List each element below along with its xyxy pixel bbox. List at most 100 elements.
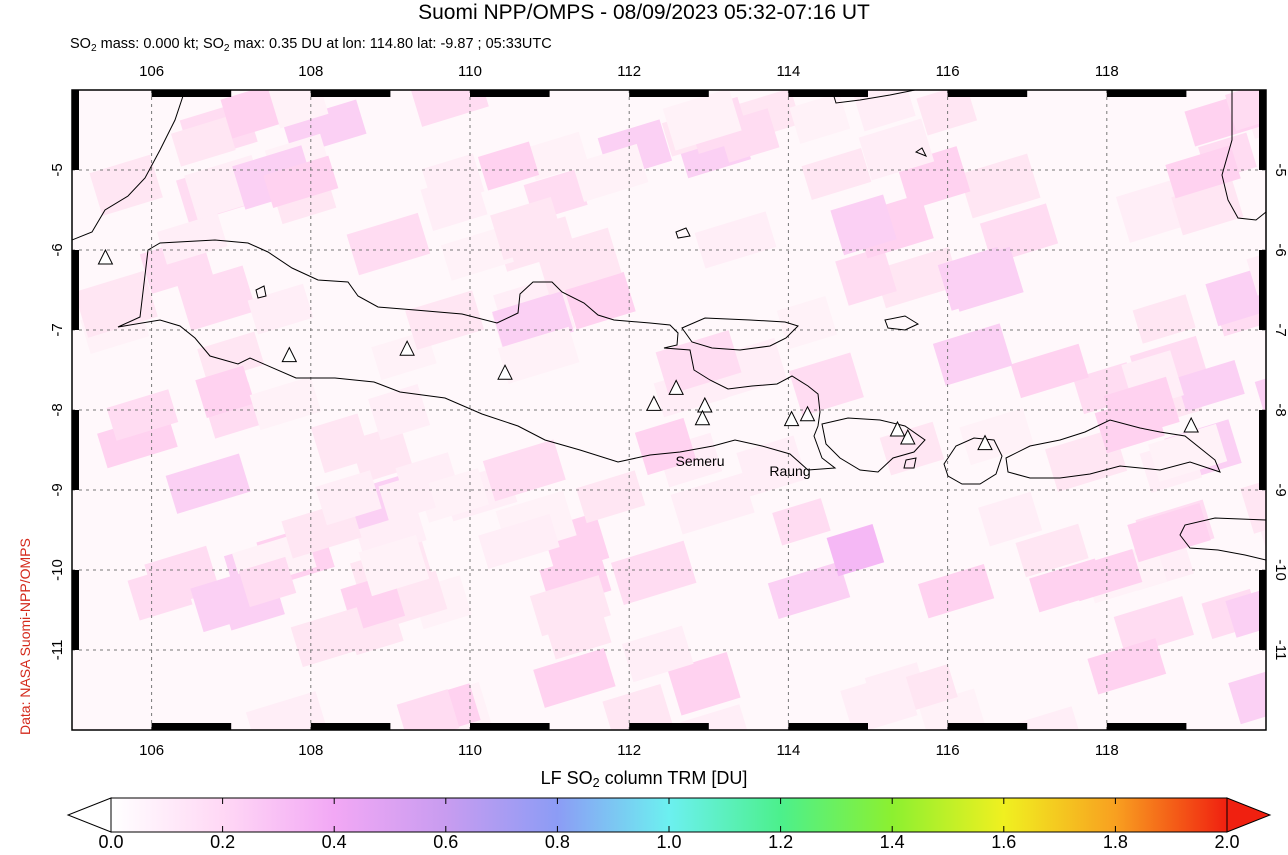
volcano-icon bbox=[1183, 416, 1199, 433]
so2-pixel bbox=[801, 148, 872, 200]
kalimantan-coastline bbox=[831, 90, 1266, 221]
volcano-icon bbox=[399, 340, 415, 356]
so2-pixel bbox=[245, 691, 326, 730]
border-segment bbox=[1106, 723, 1187, 730]
so2-pixel bbox=[932, 323, 1013, 386]
lon-tick-label-bottom: 114 bbox=[776, 742, 800, 759]
so2-pixel bbox=[177, 265, 257, 331]
so2-pixel bbox=[405, 290, 485, 350]
border-segment bbox=[1259, 570, 1266, 650]
so2-pixel bbox=[667, 652, 741, 716]
border-segment bbox=[1259, 410, 1266, 490]
lon-tick-label-bottom: 110 bbox=[458, 742, 482, 759]
so2-pixel bbox=[525, 131, 589, 181]
lat-tick-label-left: -5 bbox=[49, 163, 66, 176]
border-segment bbox=[629, 90, 709, 97]
so2-pixel bbox=[1264, 90, 1266, 140]
so2-pixel bbox=[1015, 523, 1089, 578]
so2-pixel bbox=[268, 90, 329, 129]
so2-pixel bbox=[220, 90, 279, 139]
volcano-icon bbox=[899, 428, 916, 445]
lat-tick-label-right: -8 bbox=[1272, 403, 1288, 416]
so2-pixel bbox=[858, 118, 935, 181]
lon-tick-label-top: 112 bbox=[617, 63, 641, 80]
so2-pixel bbox=[310, 413, 372, 474]
so2-pixel bbox=[1165, 145, 1241, 199]
so2-pixel bbox=[830, 194, 897, 256]
lat-tick-label-left: -11 bbox=[49, 640, 66, 661]
so2-pixel bbox=[564, 271, 636, 330]
lat-tick-label-right: -11 bbox=[1272, 640, 1288, 661]
colorbar-tick-label: 1.8 bbox=[1102, 832, 1128, 852]
so2-pixel bbox=[1228, 662, 1266, 725]
so2-pixel bbox=[1012, 706, 1084, 730]
colorbar-tick-label: 0.0 bbox=[98, 832, 124, 852]
lat-tick-label-left: -10 bbox=[49, 559, 66, 581]
colorbar-tick-label: 2.0 bbox=[1214, 832, 1240, 852]
so2-pixel bbox=[263, 155, 339, 209]
so2-pixel bbox=[368, 383, 431, 441]
lon-tick-label-top: 116 bbox=[936, 63, 960, 80]
volcano-icon bbox=[497, 364, 513, 380]
so2-pixel bbox=[610, 540, 697, 605]
so2-pixel bbox=[959, 408, 1035, 466]
so2-pixel bbox=[165, 453, 251, 514]
volcano-label-semeru: Semeru bbox=[675, 453, 724, 469]
colorbar-tick-label: 0.8 bbox=[544, 832, 570, 852]
so2-pixel bbox=[1029, 558, 1106, 613]
border-segment bbox=[72, 410, 79, 490]
border-segment bbox=[470, 90, 550, 97]
so2-pixel bbox=[1175, 360, 1245, 412]
so2-pixel bbox=[776, 296, 838, 350]
islets bbox=[255, 147, 928, 469]
map-panel: Semeru Raung 106 106 108 108 110 110 112 112 114… bbox=[49, 63, 1288, 759]
map-title: Suomi NPP/OMPS - 08/09/2023 05:32-07:16 … bbox=[418, 1, 870, 24]
so2-max-pixel bbox=[826, 523, 885, 577]
colorbar-tick-label: 1.2 bbox=[768, 832, 794, 852]
lon-tick-label-top: 118 bbox=[1095, 63, 1119, 80]
lon-tick-label-top: 108 bbox=[298, 63, 323, 80]
so2-pixel bbox=[358, 534, 430, 597]
so2-pixel bbox=[1132, 294, 1196, 344]
bali-coastline bbox=[821, 417, 926, 473]
sulawesi-coastline bbox=[1179, 517, 1266, 561]
so2-pixel bbox=[290, 607, 369, 668]
so2-pixel bbox=[694, 211, 777, 269]
so2-pixel bbox=[396, 689, 460, 730]
so2-pixel bbox=[378, 472, 436, 522]
so2-pixel bbox=[249, 376, 322, 431]
volcano-icon bbox=[281, 346, 298, 363]
so2-pixel bbox=[736, 435, 807, 497]
sumbawa-coastline bbox=[1005, 419, 1221, 479]
so2-pixel bbox=[959, 153, 1041, 219]
so2-pixel bbox=[190, 571, 262, 633]
so2-pixel bbox=[853, 90, 916, 132]
lon-tick-label-bottom: 106 bbox=[139, 742, 164, 759]
volcano-icon bbox=[799, 405, 816, 422]
axis-tick-labels: 106 106 108 108 110 110 112 112 114 114 116 116 118 1… bbox=[49, 63, 1288, 759]
so2-pixel bbox=[1240, 472, 1266, 534]
so2-pixel bbox=[572, 143, 649, 202]
so2-pixel bbox=[170, 117, 236, 167]
volcano-icon bbox=[977, 434, 993, 451]
so2-pixel bbox=[482, 439, 566, 502]
volcano-icon bbox=[783, 410, 800, 427]
lon-tick-label-bottom: 118 bbox=[1095, 742, 1119, 759]
so2-pixel bbox=[477, 141, 540, 191]
border-segment bbox=[788, 90, 868, 97]
volcano-icon bbox=[97, 248, 114, 265]
volcano-label-raung: Raung bbox=[769, 463, 810, 479]
so2-pixel bbox=[1103, 376, 1180, 441]
colorbar-tick-label: 0.4 bbox=[321, 832, 347, 852]
so2-pixel bbox=[874, 247, 961, 309]
coastlines bbox=[72, 90, 1266, 561]
so2-pixel bbox=[1225, 90, 1266, 131]
border-segment bbox=[1106, 90, 1187, 97]
so2-pixel bbox=[621, 625, 694, 683]
colorbar-tick-label: 0.6 bbox=[433, 832, 459, 852]
border-segment bbox=[947, 90, 1028, 97]
sumatra-coastline bbox=[72, 90, 186, 241]
colorbar-tick-label: 0.2 bbox=[210, 832, 236, 852]
so2-pixel bbox=[478, 513, 560, 569]
lon-tick-label-top: 114 bbox=[776, 63, 800, 80]
